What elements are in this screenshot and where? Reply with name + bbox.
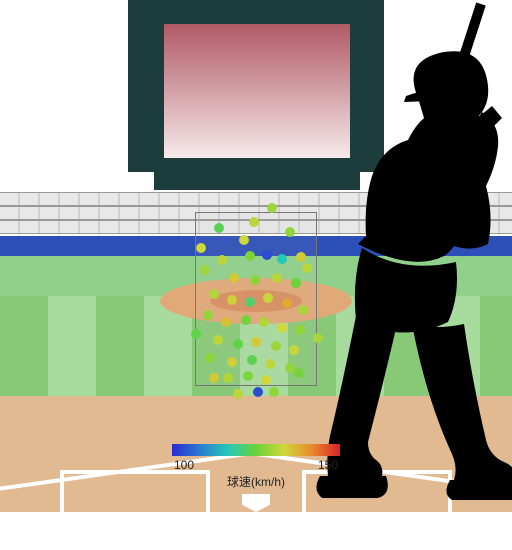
pitch-dot (259, 317, 269, 327)
pitch-dot (233, 339, 243, 349)
pitch-dot (253, 387, 263, 397)
pitch-dot (282, 298, 292, 308)
pitch-dot (277, 323, 287, 333)
legend-tick-max: 150 (318, 458, 338, 472)
pitch-dot (251, 337, 261, 347)
pitch-dot (243, 371, 253, 381)
pitch-dot (239, 235, 249, 245)
pitch-dot (221, 317, 231, 327)
pitch-dot (203, 310, 213, 320)
pitch-dot (223, 373, 233, 383)
pitch-dot (209, 289, 219, 299)
pitch-dot (269, 387, 279, 397)
pitch-dot (261, 375, 271, 385)
legend-ticks: 100 150 (172, 458, 340, 472)
pitch-dot (205, 353, 215, 363)
pitch-dot (229, 273, 239, 283)
pitch-dot (213, 335, 223, 345)
legend-tick-min: 100 (174, 458, 194, 472)
pitch-dot (289, 345, 299, 355)
batter-silhouette (300, 0, 512, 512)
legend-colorbar (172, 444, 340, 456)
pitch-dot (214, 223, 224, 233)
pitch-dot (191, 329, 201, 339)
pitch-dot (277, 254, 287, 264)
pitch-chart-stage: 100 150 球速(km/h) (0, 0, 512, 512)
pitch-dot (247, 355, 257, 365)
pitch-dot (227, 357, 237, 367)
pitch-dot (196, 243, 206, 253)
pitch-dot (233, 389, 243, 399)
pitch-dot (245, 251, 255, 261)
pitch-dot (249, 217, 259, 227)
pitch-dot (272, 273, 282, 283)
pitch-dot (265, 359, 275, 369)
pitch-dot (200, 265, 210, 275)
pitch-dot (285, 227, 295, 237)
legend-label: 球速(km/h) (172, 473, 340, 490)
pitch-dot (245, 297, 255, 307)
pitch-dot (217, 255, 227, 265)
pitch-dot (267, 203, 277, 213)
pitch-dot (227, 295, 237, 305)
speed-legend: 100 150 球速(km/h) (172, 444, 340, 490)
pitch-dot (209, 373, 219, 383)
pitch-dot (241, 315, 251, 325)
pitch-dot (263, 293, 273, 303)
pitch-dot (262, 250, 272, 260)
pitch-dot (271, 341, 281, 351)
pitch-dot (250, 275, 260, 285)
